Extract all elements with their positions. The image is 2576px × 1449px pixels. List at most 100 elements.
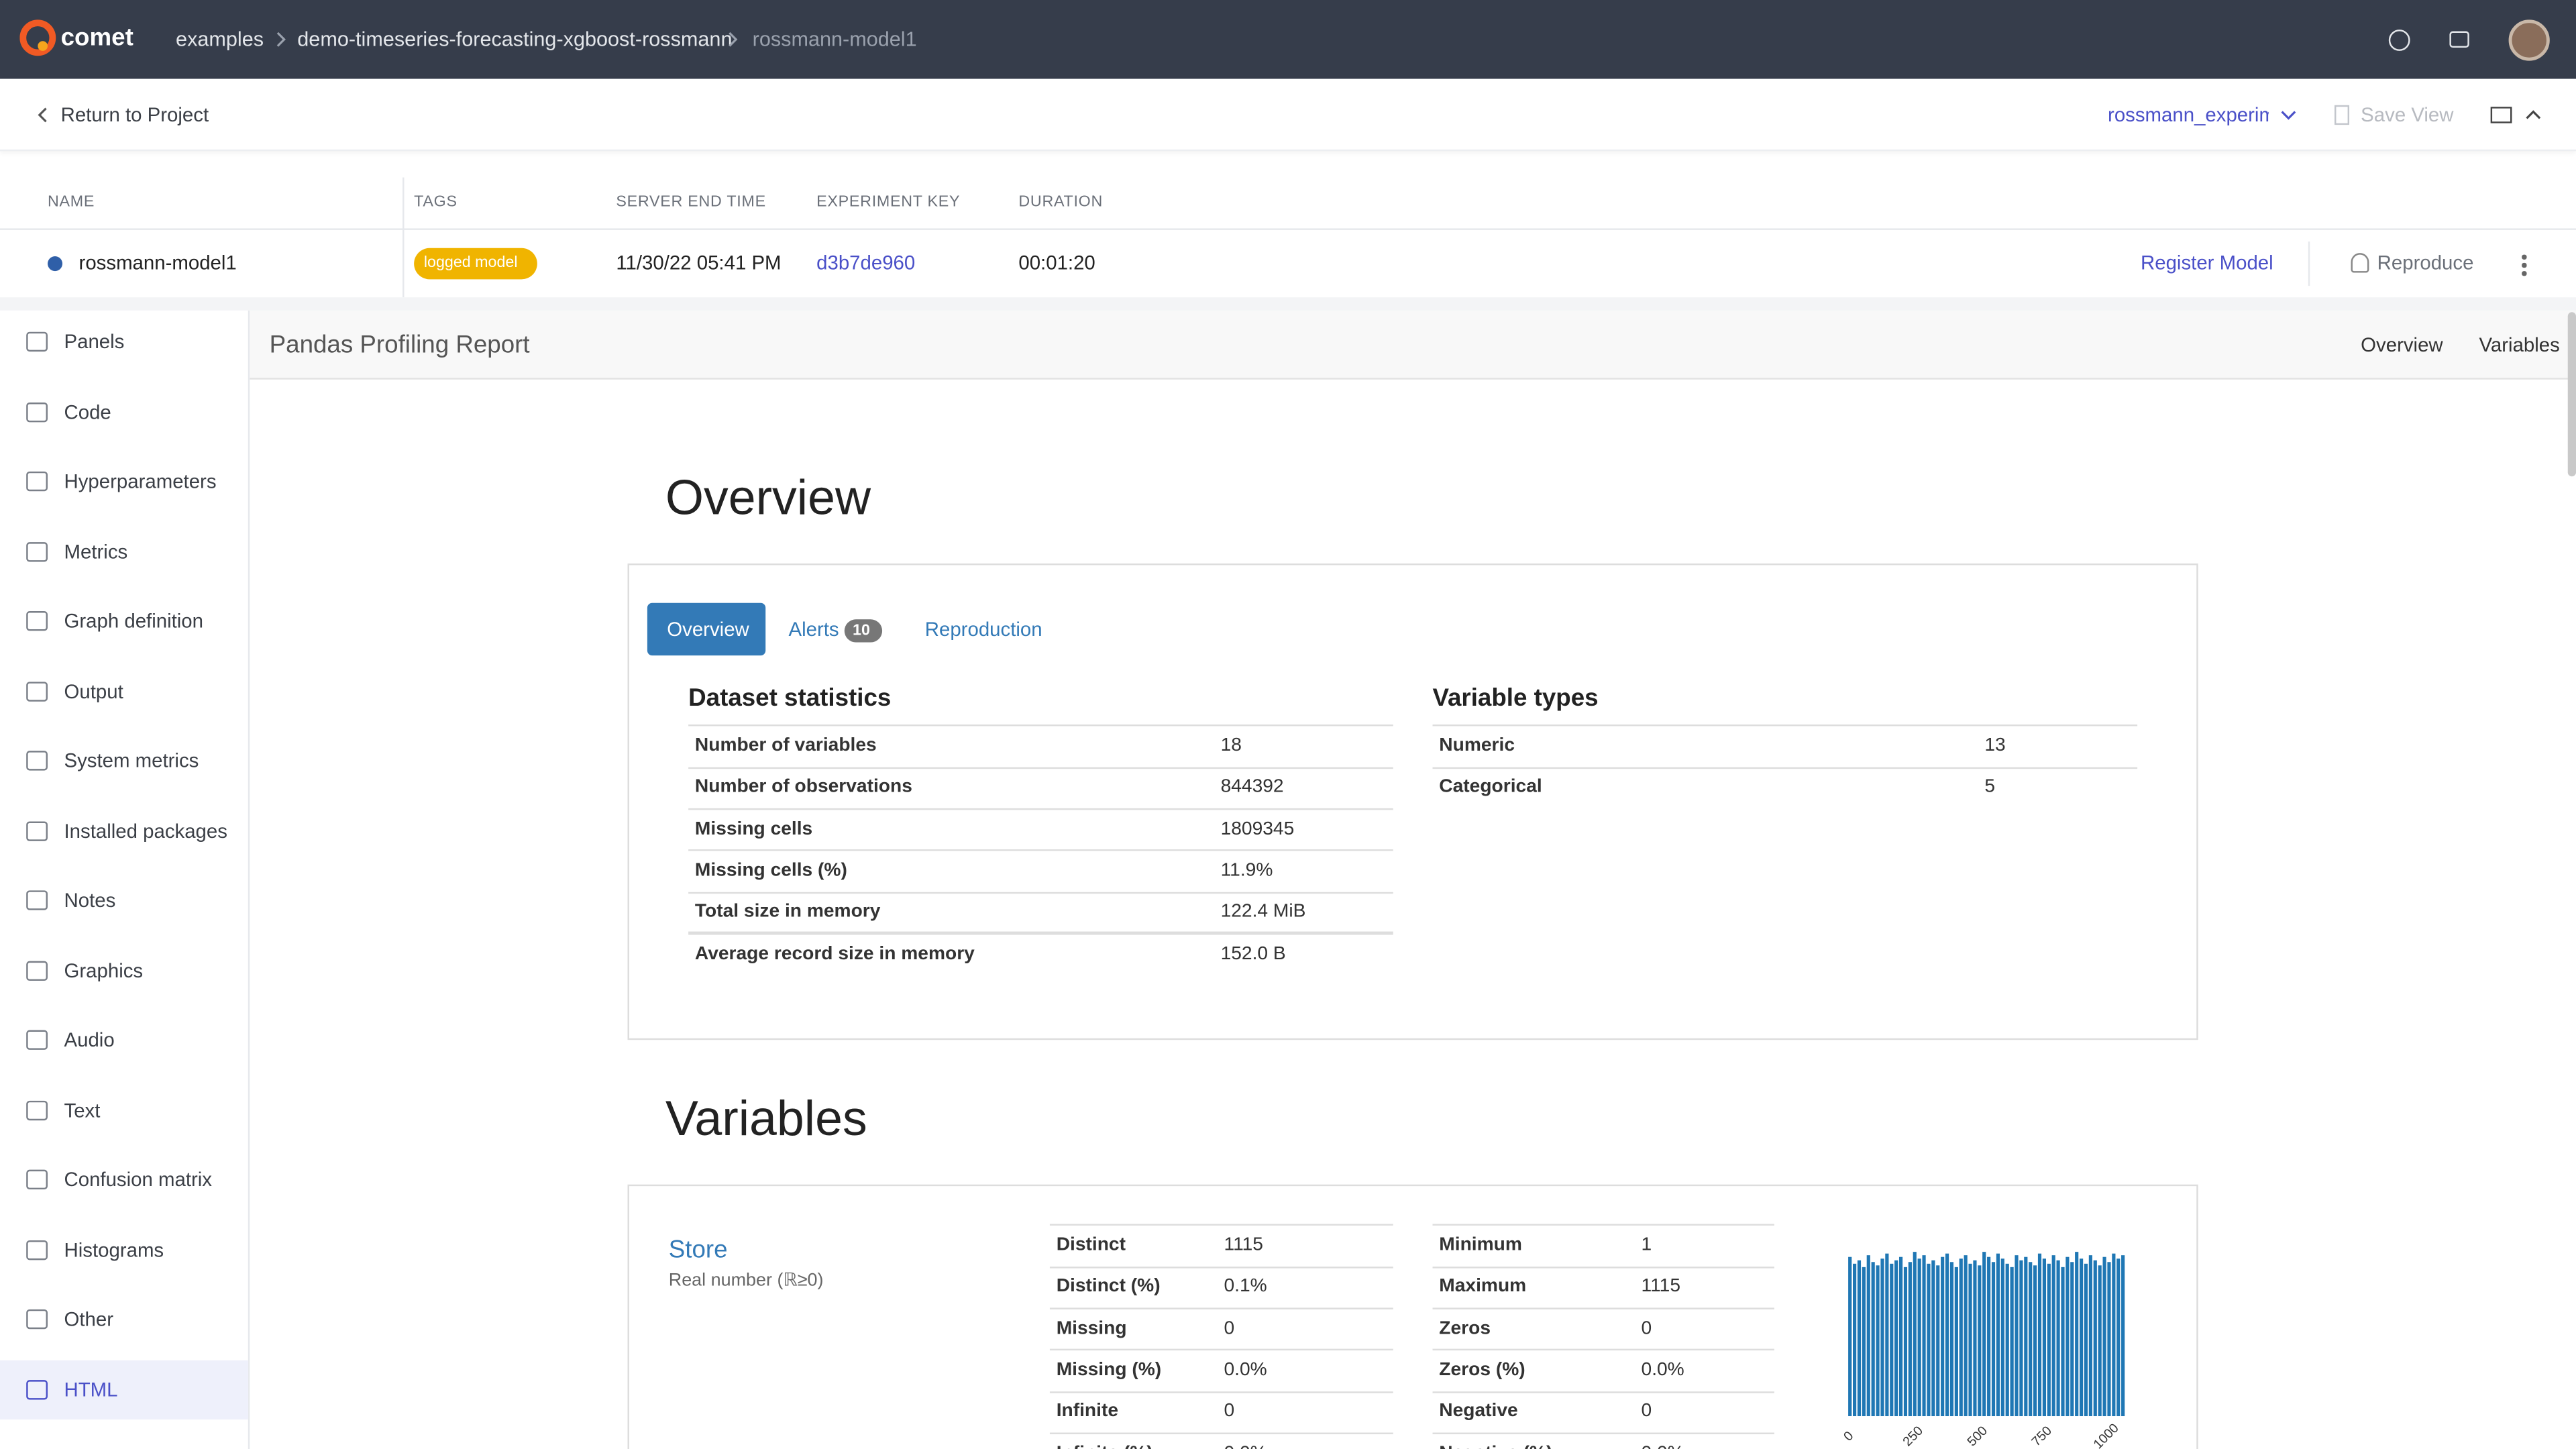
kebab-dot[interactable] xyxy=(2522,271,2526,275)
row-border xyxy=(688,808,1393,810)
sidebar-item[interactable]: Hyperparameters xyxy=(64,470,217,492)
sidebar-icon xyxy=(26,681,48,700)
section-heading: Overview xyxy=(665,472,871,527)
table-divider xyxy=(402,177,404,297)
sidebar-icon xyxy=(26,611,48,631)
histogram-bar xyxy=(1982,1252,1986,1416)
logo-text[interactable]: comet xyxy=(61,24,133,52)
histogram-bar xyxy=(2094,1260,2097,1416)
histogram-bar xyxy=(1945,1254,1949,1416)
row-border xyxy=(1433,767,2138,768)
chevron xyxy=(34,107,50,123)
breadcrumb[interactable]: examples xyxy=(176,28,264,51)
histogram-bar xyxy=(2112,1254,2115,1416)
sidebar-item[interactable]: Notes xyxy=(64,889,116,912)
fingerprint-icon[interactable] xyxy=(2351,253,2369,272)
row-border xyxy=(1433,1349,1774,1350)
sidebar-item[interactable]: HTML xyxy=(64,1377,118,1400)
stat-value: 844392 xyxy=(1221,777,1284,797)
stat-label: Zeros xyxy=(1439,1319,1491,1338)
sidebar-item[interactable]: Output xyxy=(64,680,123,702)
stat-label: Missing cells xyxy=(695,819,812,839)
tab[interactable]: Overview xyxy=(667,618,749,641)
stat-value: 0.1% xyxy=(1224,1277,1267,1297)
breadcrumb[interactable]: demo-timeseries-forecasting-xgboost-ross… xyxy=(297,28,732,51)
sidebar-icon xyxy=(26,402,48,421)
sidebar-item[interactable]: Histograms xyxy=(64,1238,164,1260)
sidebar-item[interactable]: Text xyxy=(64,1098,101,1121)
histogram-bar xyxy=(2024,1257,2027,1416)
variable-name[interactable]: Store xyxy=(669,1236,728,1265)
stat-label: Maximum xyxy=(1439,1277,1526,1297)
save-view[interactable]: Save View xyxy=(2361,103,2453,126)
sidebar-icon xyxy=(26,1100,48,1120)
histogram-bar xyxy=(2070,1262,2074,1416)
stat-label: Distinct xyxy=(1057,1236,1126,1255)
stat-label: Distinct (%) xyxy=(1057,1277,1161,1297)
bookmark-icon xyxy=(2334,105,2349,125)
histogram-bar xyxy=(1909,1262,1912,1416)
breadcrumb[interactable]: rossmann-model1 xyxy=(753,28,917,51)
histogram-bar xyxy=(2019,1260,2023,1416)
sidebar-item[interactable]: Panels xyxy=(64,330,125,353)
scrollbar-thumb[interactable] xyxy=(2568,312,2576,476)
histogram-bar xyxy=(2107,1262,2110,1416)
histogram-bar xyxy=(1890,1264,1893,1416)
sidebar-item[interactable]: Graph definition xyxy=(64,610,204,633)
histogram-bar xyxy=(1968,1264,1972,1416)
row-border xyxy=(688,767,1393,768)
row-border xyxy=(1433,1432,1774,1434)
histogram-bar xyxy=(1992,1262,1995,1416)
sidebar-item[interactable]: Code xyxy=(64,400,111,423)
reproduce[interactable]: Reproduce xyxy=(2377,252,2474,274)
histogram-bar xyxy=(2029,1262,2032,1416)
sidebar-item[interactable]: Graphics xyxy=(64,959,144,981)
view-select[interactable]: rossmann_experim xyxy=(2108,103,2269,126)
register-model[interactable]: Register Model xyxy=(2141,252,2273,274)
histogram-bar xyxy=(1973,1260,1976,1416)
histogram-bar xyxy=(1899,1257,1902,1416)
histogram-bar xyxy=(2038,1254,2041,1416)
stat-value: 0 xyxy=(1224,1319,1234,1338)
help-icon[interactable] xyxy=(2389,30,2410,51)
kebab-dot[interactable] xyxy=(2522,255,2526,259)
histogram-bar xyxy=(1955,1267,1958,1416)
sidebar-icon xyxy=(26,960,48,979)
column-header: EXPERIMENT KEY xyxy=(816,193,960,211)
section-heading: Variables xyxy=(665,1093,867,1148)
experiment-key[interactable]: d3b7de960 xyxy=(816,252,915,274)
sidebar-item[interactable]: Confusion matrix xyxy=(64,1168,213,1191)
announce-icon[interactable] xyxy=(2449,32,2469,48)
histogram-bar xyxy=(1964,1255,1968,1416)
tab[interactable]: Alerts xyxy=(789,618,839,641)
table-icon[interactable] xyxy=(2491,107,2512,123)
report-header xyxy=(250,311,2576,380)
stat-value: 0.0% xyxy=(1224,1360,1267,1379)
stat-value: 0.0% xyxy=(1224,1443,1267,1449)
histogram-bar xyxy=(1996,1254,2000,1416)
sidebar-item[interactable]: Metrics xyxy=(64,539,128,562)
stat-value: 1115 xyxy=(1642,1277,1681,1297)
histogram-bar xyxy=(1936,1265,1939,1416)
sidebar-item[interactable]: Other xyxy=(64,1307,114,1330)
histogram-bar xyxy=(1904,1267,1907,1416)
histogram-bar xyxy=(2043,1258,2046,1416)
sidebar-icon xyxy=(26,1379,48,1399)
report-nav[interactable]: Variables xyxy=(2479,333,2560,356)
chevron xyxy=(2525,107,2541,123)
sidebar-item[interactable]: Audio xyxy=(64,1028,115,1051)
report-nav[interactable]: Overview xyxy=(2361,333,2443,356)
status-dot xyxy=(48,256,62,271)
sidebar-item[interactable]: System metrics xyxy=(64,749,199,772)
tab[interactable]: Reproduction xyxy=(925,618,1042,641)
x-tick-label: 0 xyxy=(1841,1428,1856,1444)
avatar[interactable] xyxy=(2509,19,2550,60)
row-border xyxy=(1433,1307,1774,1309)
row-border xyxy=(1433,1266,1774,1267)
sidebar-item[interactable]: Installed packages xyxy=(64,819,227,842)
return-link[interactable]: Return to Project xyxy=(61,103,209,126)
kebab-dot[interactable] xyxy=(2522,263,2526,267)
experiment-name[interactable]: rossmann-model1 xyxy=(79,252,237,274)
stat-value: 0.0% xyxy=(1642,1360,1684,1379)
